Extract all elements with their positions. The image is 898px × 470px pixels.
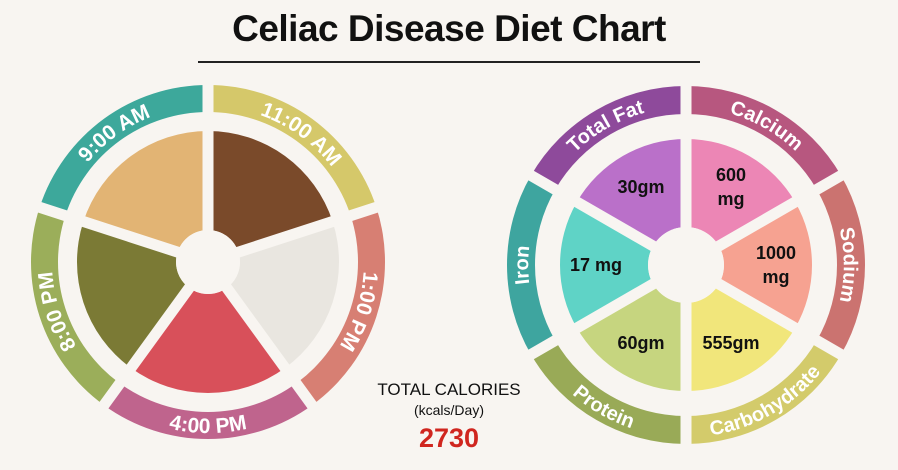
nutrient-ring-iron <box>507 175 556 355</box>
nutrient-wedge-calcium <box>686 139 796 246</box>
nutrient-wedge-protein <box>576 284 686 392</box>
nutrient-value-calcium: 600 mg <box>716 165 746 209</box>
nutrient-value-line: 30gm <box>617 177 664 197</box>
nutrient-value-line: 600 <box>716 165 746 185</box>
nutrient-value-total-fat: 30gm <box>617 177 664 197</box>
title-underline <box>198 61 700 63</box>
meal-label-4-00-pm: 4:00 PM <box>168 411 249 438</box>
nutrient-value-line: 17 mg <box>570 255 622 275</box>
chickpeas-image <box>208 131 333 253</box>
nutrient-ring-carbohydrate <box>686 340 842 444</box>
nutrient-ring-protein <box>530 340 686 444</box>
rice-bowl-image <box>226 221 339 368</box>
nutrient-ring-calcium <box>686 86 842 190</box>
nutrient-value-line: 555gm <box>702 333 759 353</box>
meal-ring-9-00-am <box>39 85 209 216</box>
nutrient-ring-total-fat <box>530 86 686 190</box>
meal-ring-4-00-pm <box>103 383 313 439</box>
total-calories-label: TOTAL CALORIES <box>377 380 521 399</box>
total-calories-value: 2730 <box>418 423 480 453</box>
total-calories: TOTAL CALORIES (kcals/Day) 2730 <box>349 380 549 454</box>
nutrient-value-iron: 17 mg <box>570 255 622 275</box>
nutrient-wedge-carbohydrate <box>686 284 796 391</box>
meal-ring-1-00-pm <box>296 207 386 406</box>
page-title: Celiac Disease Diet Chart <box>232 8 666 49</box>
nutrient-value-line: 60gm <box>617 333 664 353</box>
meal-center-hole <box>176 230 240 294</box>
nutrient-value-carbohydrate: 555gm <box>702 333 759 353</box>
total-calories-unit: (kcals/Day) <box>413 402 484 418</box>
nutrient-value-protein: 60gm <box>617 333 664 353</box>
nutrient-label-text: Iron <box>511 245 534 286</box>
nutrient-wedge-total-fat <box>576 139 686 246</box>
flatbread-image <box>83 131 208 253</box>
nutrient-value-sodium: 1000 mg <box>756 243 796 287</box>
nutrient-center-hole <box>648 227 724 303</box>
fruit-salad-image <box>131 287 285 393</box>
nutrient-label-sodium: Sodium <box>835 225 861 304</box>
meal-ring-8-00-pm <box>30 207 120 406</box>
nutrient-ring-sodium <box>816 175 865 355</box>
nutrient-value-line: mg <box>763 267 790 287</box>
nutrient-value-line: 1000 <box>756 243 796 263</box>
nutrient-label-iron: Iron <box>511 245 534 286</box>
okra-curry-image <box>77 221 190 368</box>
nutrient-value-line: mg <box>718 189 745 209</box>
nutrient-label-text: Sodium <box>835 225 861 304</box>
meal-ring-11-00-am <box>208 85 377 216</box>
meal-label-text: 4:00 PM <box>168 411 249 438</box>
